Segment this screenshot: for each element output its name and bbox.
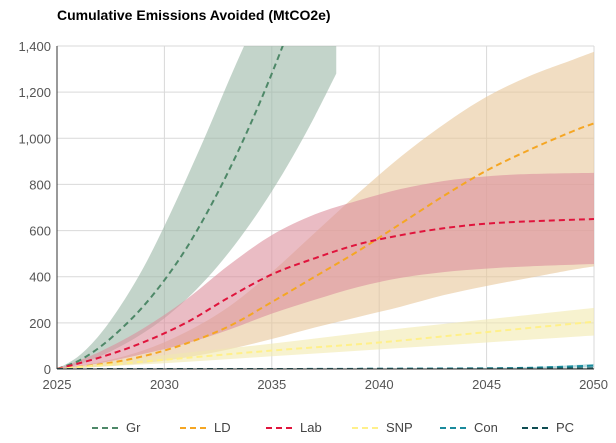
legend-label: LD xyxy=(214,420,231,435)
legend[interactable]: Gr LD Lab SNP Con PC xyxy=(92,420,574,435)
x-tick-label: 2045 xyxy=(472,377,501,392)
y-tick-label: 800 xyxy=(29,177,51,192)
legend-item-pc[interactable]: PC xyxy=(522,420,574,435)
band-snp xyxy=(57,307,594,369)
legend-item-ld[interactable]: LD xyxy=(180,420,231,435)
chart-title: Cumulative Emissions Avoided (MtCO2e) xyxy=(57,7,331,23)
legend-item-gr[interactable]: Gr xyxy=(92,420,141,435)
x-tick-label: 2040 xyxy=(365,377,394,392)
x-tick-label: 2050 xyxy=(579,377,608,392)
line-lab xyxy=(57,218,594,369)
y-tick-label: 200 xyxy=(29,316,51,331)
y-tick-label: 400 xyxy=(29,270,51,285)
legend-item-con[interactable]: Con xyxy=(440,420,498,435)
axes xyxy=(56,46,594,370)
x-tick-labels: 2025 2030 2035 2040 2045 2050 xyxy=(43,377,608,392)
y-tick-labels: 0 200 400 600 800 1,000 1,200 1,400 xyxy=(18,39,51,377)
legend-label: Gr xyxy=(126,420,141,435)
y-tick-label: 1,000 xyxy=(18,131,51,146)
line-snp xyxy=(57,320,594,369)
line-gr xyxy=(57,46,284,369)
y-tick-label: 600 xyxy=(29,224,51,239)
band-gr xyxy=(57,46,337,369)
legend-label: Lab xyxy=(300,420,322,435)
line-ld xyxy=(57,122,594,369)
legend-label: PC xyxy=(556,420,574,435)
y-tick-label: 1,400 xyxy=(18,39,51,54)
legend-label: Con xyxy=(474,420,498,435)
x-tick-label: 2025 xyxy=(43,377,72,392)
y-tick-label: 0 xyxy=(44,362,51,377)
x-tick-label: 2035 xyxy=(257,377,286,392)
band-ld xyxy=(57,51,594,369)
legend-item-lab[interactable]: Lab xyxy=(266,420,322,435)
x-tick-label: 2030 xyxy=(150,377,179,392)
legend-item-snp[interactable]: SNP xyxy=(352,420,413,435)
y-tick-label: 1,200 xyxy=(18,85,51,100)
legend-label: SNP xyxy=(386,420,413,435)
